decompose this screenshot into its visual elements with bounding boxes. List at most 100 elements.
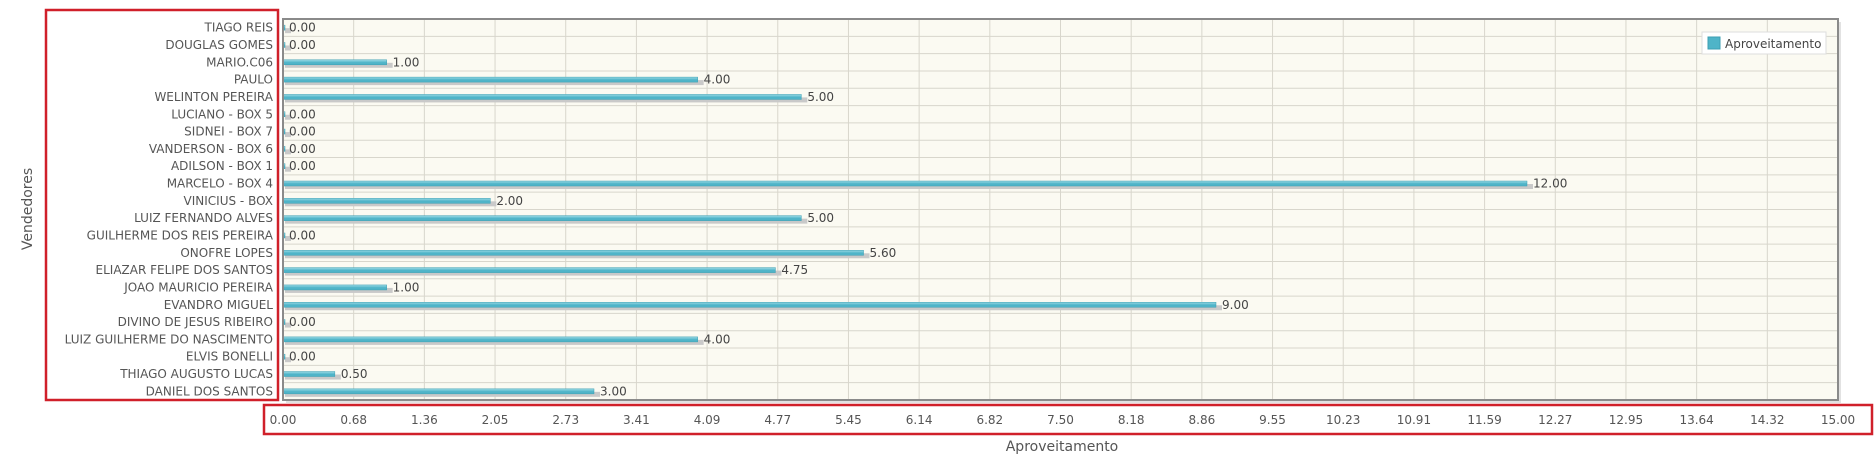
y-tick-label: DIVINO DE JESUS RIBEIRO <box>118 315 273 329</box>
y-tick-label: DOUGLAS GOMES <box>165 38 273 52</box>
bar-shadow <box>285 218 808 224</box>
y-tick-label: VANDERSON - BOX 6 <box>149 142 273 156</box>
data-label: 0.50 <box>341 367 368 381</box>
x-tick-label: 13.64 <box>1679 413 1713 427</box>
data-label: 1.00 <box>393 55 420 69</box>
x-tick-label: 2.05 <box>482 413 509 427</box>
x-tick-label: 14.32 <box>1750 413 1784 427</box>
data-label: 0.00 <box>289 350 316 364</box>
data-labels: 0.00 0.00 1.00 4.00 5.00 0.00 0.00 0.00 0.00 12.0… <box>289 21 1567 399</box>
y-tick-label: MARCELO - BOX 4 <box>167 177 273 191</box>
bar <box>282 371 336 377</box>
y-tick-label: EVANDRO MIGUEL <box>164 298 274 312</box>
y-tick-label: LUIZ FERNANDO ALVES <box>134 211 273 225</box>
bar <box>282 302 1217 308</box>
data-label: 4.00 <box>704 73 731 87</box>
legend-label: Aproveitamento <box>1725 37 1821 51</box>
x-tick-label: 0.00 <box>270 413 297 427</box>
data-label: 2.00 <box>496 194 523 208</box>
bar-shadow <box>285 132 291 138</box>
y-tick-label: JOAO MAURICIO PEREIRA <box>123 280 274 294</box>
bar <box>282 59 387 66</box>
bar-shadow <box>285 149 291 155</box>
x-tick-label: 1.36 <box>411 413 438 427</box>
x-tick-label: 6.82 <box>976 413 1003 427</box>
data-label: 0.00 <box>289 228 316 242</box>
x-tick-label: 5.45 <box>835 413 862 427</box>
data-label: 0.00 <box>289 125 316 139</box>
x-tick-label: 6.14 <box>906 413 933 427</box>
y-tick-label: ELVIS BONELLI <box>186 350 273 364</box>
bar <box>282 250 864 256</box>
data-label: 0.00 <box>289 21 316 35</box>
x-tick-label: 15.00 <box>1821 413 1855 427</box>
bar-shadow <box>285 97 808 103</box>
data-label: 12.00 <box>1533 177 1567 191</box>
x-axis-tick-labels: 0.00 0.68 1.36 2.05 2.73 3.41 4.09 4.77 5.45 6.14… <box>270 413 1856 427</box>
bar-shadow <box>285 270 782 276</box>
data-label: 4.75 <box>781 263 808 277</box>
x-tick-label: 4.09 <box>694 413 721 427</box>
x-tick-label: 2.73 <box>552 413 579 427</box>
y-tick-label: WELINTON PEREIRA <box>154 90 273 104</box>
x-tick-label: 0.68 <box>340 413 367 427</box>
data-label: 9.00 <box>1222 298 1249 312</box>
data-label: 4.00 <box>704 332 731 346</box>
y-tick-label: TIAGO REIS <box>203 21 273 35</box>
x-tick-label: 11.59 <box>1467 413 1501 427</box>
bar <box>282 336 698 343</box>
data-label: 1.00 <box>393 280 420 294</box>
y-tick-label: LUCIANO - BOX 5 <box>171 107 273 121</box>
data-label: 0.00 <box>289 38 316 52</box>
bar-shadow <box>285 253 870 259</box>
y-axis-title: Vendedores <box>20 168 36 250</box>
y-tick-label: THIAGO AUGUSTO LUCAS <box>119 367 273 381</box>
legend-box <box>1701 31 1827 55</box>
data-label: 0.00 <box>289 107 316 121</box>
bar-shadow <box>285 305 1222 311</box>
annotation-box-y-labels <box>44 8 280 402</box>
x-tick-label: 12.27 <box>1538 413 1572 427</box>
annotation-box-x-ticks <box>262 403 1874 436</box>
legend: Aproveitamento <box>1701 31 1827 55</box>
y-tick-label: PAULO <box>234 73 273 87</box>
y-axis-tick-labels: TIAGO REIS DOUGLAS GOMES MARIO.C06 PAULO WEL… <box>65 21 274 399</box>
y-tick-label: MARIO.C06 <box>206 55 273 69</box>
y-tick-label: SIDNEI - BOX 7 <box>184 125 273 139</box>
bar <box>282 267 776 273</box>
bar-shadow <box>285 201 497 207</box>
x-tick-label: 4.77 <box>764 413 791 427</box>
bar <box>282 94 802 100</box>
data-label: 0.00 <box>289 159 316 173</box>
data-label: 5.60 <box>870 246 897 260</box>
x-tick-label: 8.86 <box>1189 413 1216 427</box>
data-label: 5.00 <box>807 90 834 104</box>
x-tick-label: 12.95 <box>1609 413 1643 427</box>
x-tick-label: 8.18 <box>1118 413 1145 427</box>
bar-shadow <box>285 339 704 345</box>
x-tick-label: 10.23 <box>1326 413 1360 427</box>
x-tick-label: 10.91 <box>1397 413 1431 427</box>
y-tick-label: DANIEL DOS SANTOS <box>146 384 273 398</box>
bar-shadow <box>285 184 1533 190</box>
bar-shadow <box>285 45 291 51</box>
data-label: 0.00 <box>289 315 316 329</box>
y-tick-label: VINICIUS - BOX <box>184 194 273 208</box>
bar-shadow <box>285 62 393 68</box>
x-axis-title: Aproveitamento <box>1006 439 1119 455</box>
bar-shadow <box>285 166 291 172</box>
y-tick-label: LUIZ GUILHERME DO NASCIMENTO <box>65 332 273 346</box>
bar-shadow <box>285 357 291 363</box>
bar-series <box>282 24 1533 397</box>
y-tick-label: ELIAZAR FELIPE DOS SANTOS <box>96 263 273 277</box>
bar-shadow <box>285 374 341 380</box>
y-tick-label: ADILSON - BOX 1 <box>171 159 273 173</box>
data-label: 3.00 <box>600 384 627 398</box>
bar-shadow <box>285 322 291 328</box>
bar-shadow <box>285 235 291 241</box>
bar-shadow <box>285 287 393 293</box>
plot-border <box>282 18 1839 401</box>
bar <box>282 284 387 291</box>
data-label: 5.00 <box>807 211 834 225</box>
